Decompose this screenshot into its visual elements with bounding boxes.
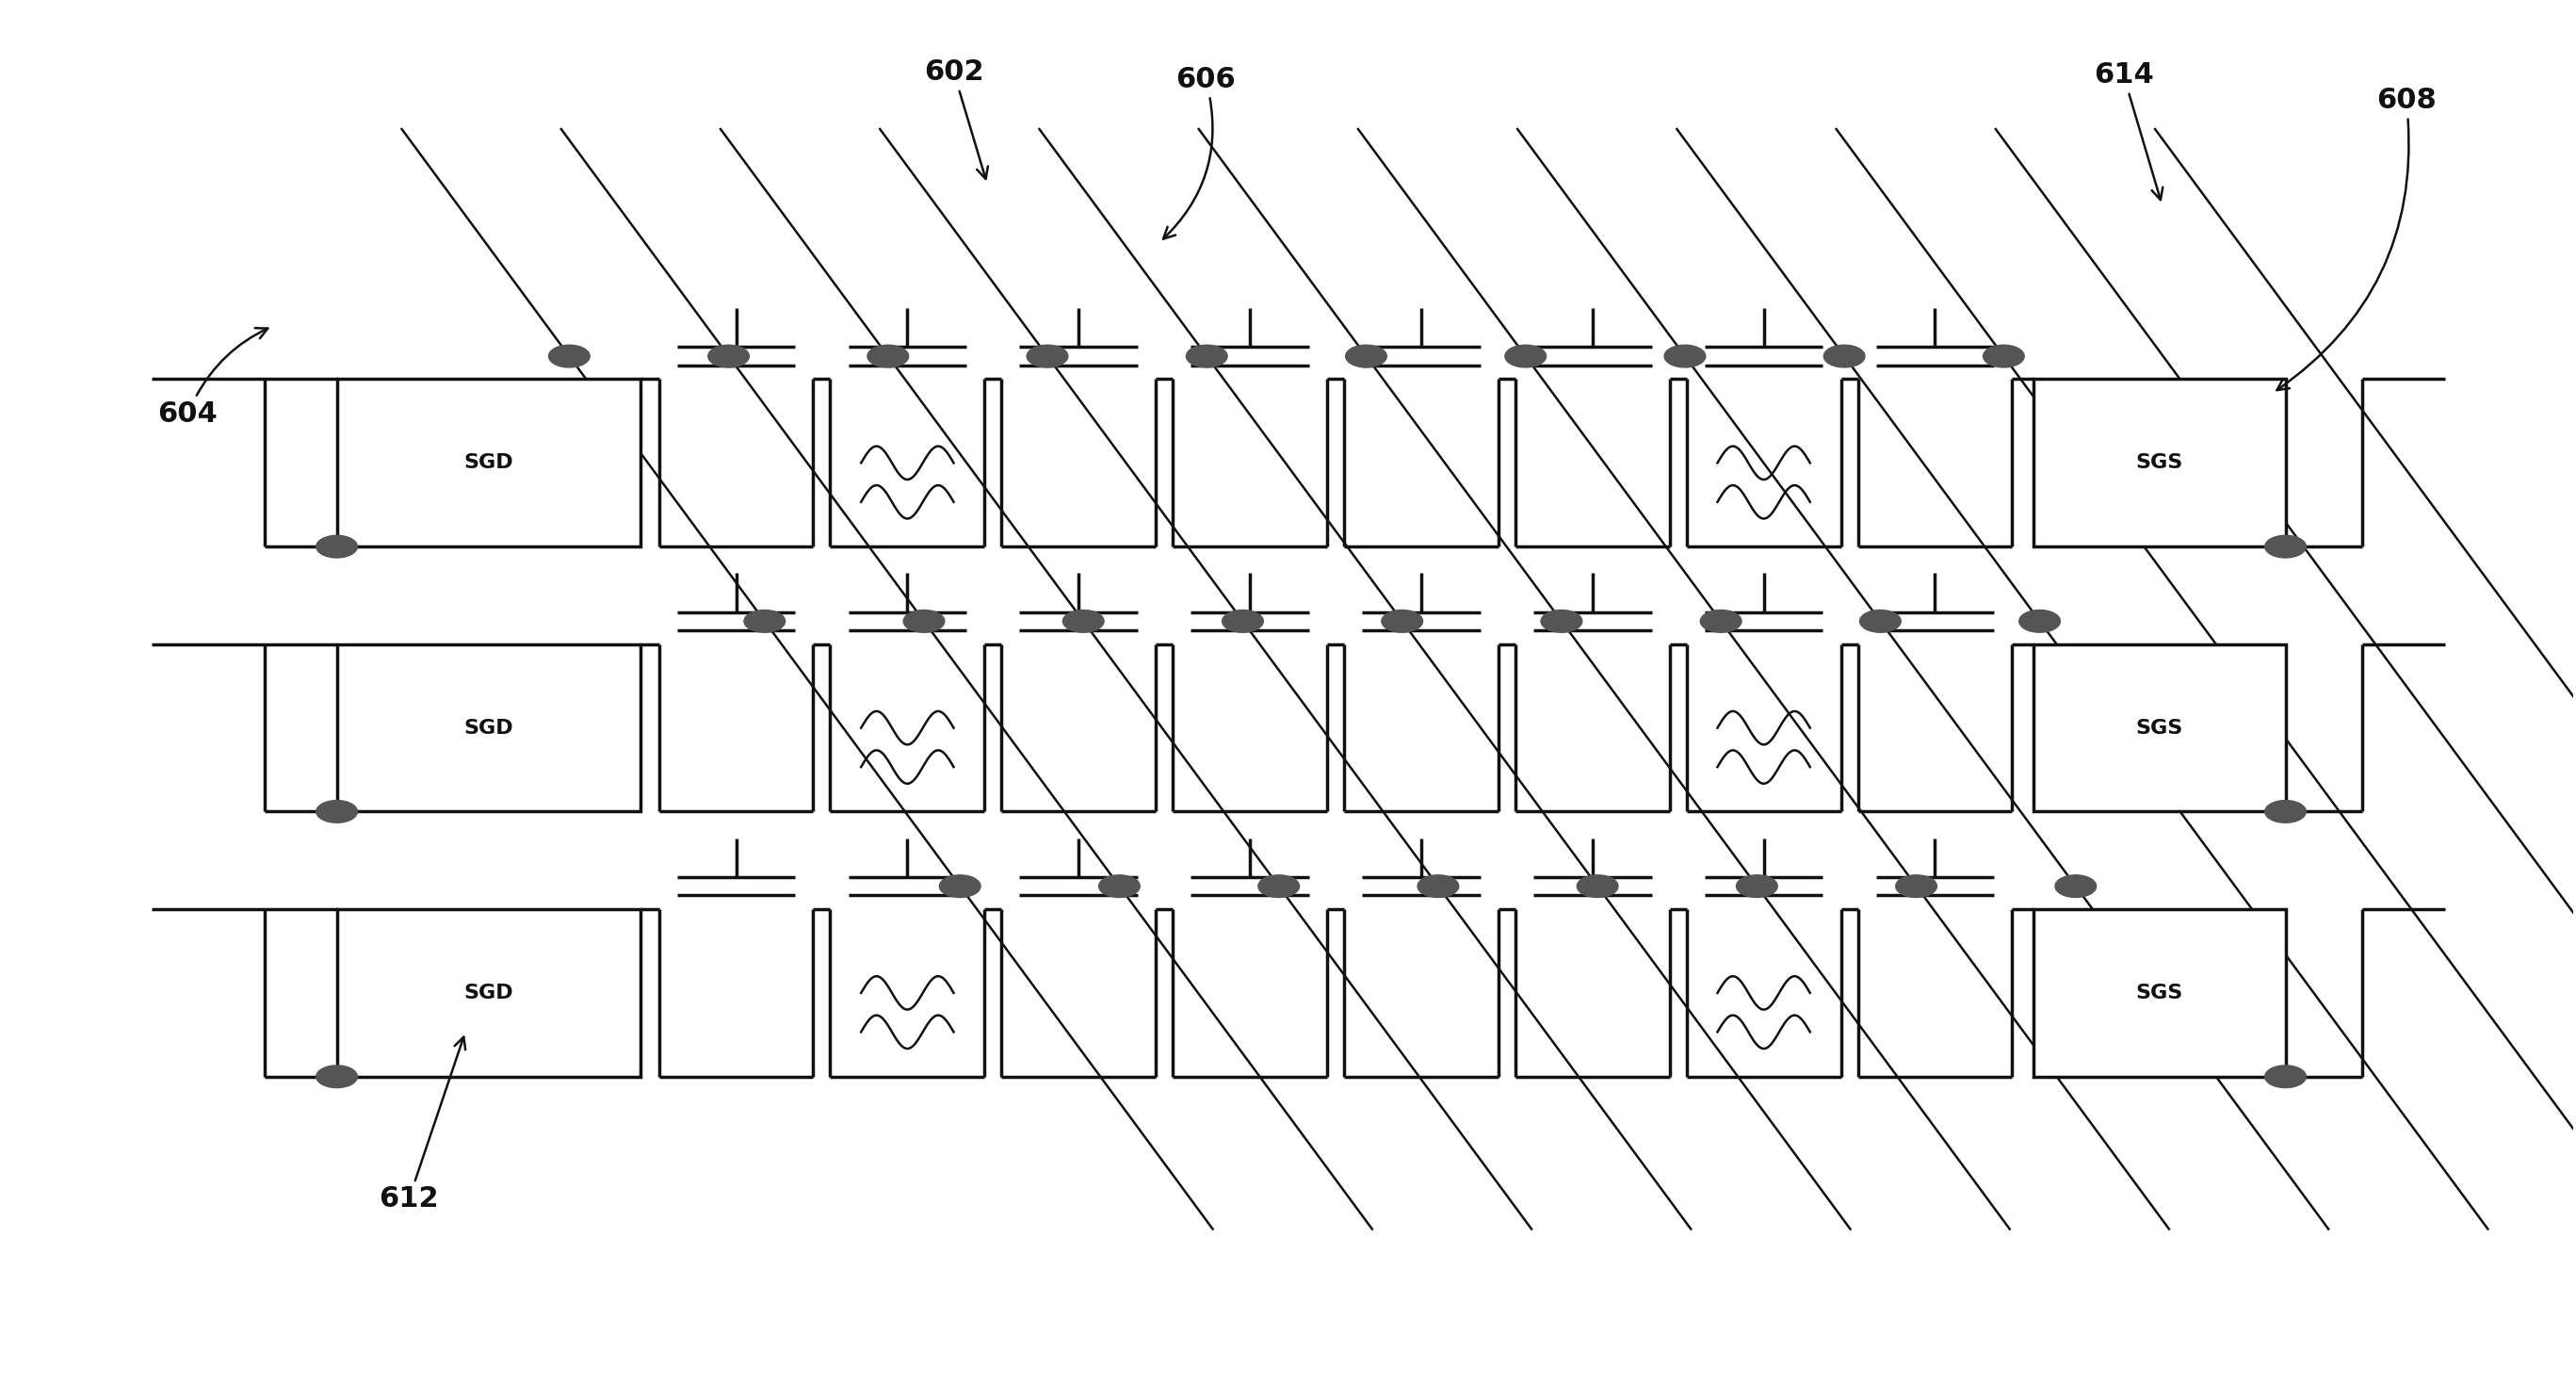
Circle shape xyxy=(317,801,358,823)
Circle shape xyxy=(317,535,358,557)
Circle shape xyxy=(1860,610,1901,633)
Circle shape xyxy=(1028,344,1069,367)
Bar xyxy=(2032,644,2285,812)
Circle shape xyxy=(904,610,945,633)
Bar xyxy=(337,379,641,546)
Circle shape xyxy=(1064,610,1105,633)
Text: 612: 612 xyxy=(379,1037,466,1212)
Text: 604: 604 xyxy=(157,328,268,428)
Circle shape xyxy=(2264,535,2306,557)
Circle shape xyxy=(1984,344,2025,367)
Circle shape xyxy=(1185,344,1226,367)
Circle shape xyxy=(868,344,909,367)
Circle shape xyxy=(1417,875,1458,897)
Text: 608: 608 xyxy=(2277,87,2437,391)
Circle shape xyxy=(1381,610,1422,633)
Text: SGS: SGS xyxy=(2136,983,2182,1002)
Text: SGD: SGD xyxy=(464,718,513,738)
Bar xyxy=(2032,379,2285,546)
Bar xyxy=(337,909,641,1077)
Circle shape xyxy=(1100,875,1141,897)
Circle shape xyxy=(1664,344,1705,367)
Circle shape xyxy=(744,610,786,633)
Circle shape xyxy=(2264,801,2306,823)
Circle shape xyxy=(940,875,981,897)
Circle shape xyxy=(317,1065,358,1088)
Text: SGD: SGD xyxy=(464,454,513,472)
Circle shape xyxy=(1221,610,1262,633)
Circle shape xyxy=(1700,610,1741,633)
Bar xyxy=(337,644,641,812)
Text: 602: 602 xyxy=(925,59,989,179)
Circle shape xyxy=(2264,1065,2306,1088)
Circle shape xyxy=(1257,875,1298,897)
Text: 614: 614 xyxy=(2094,62,2164,200)
Circle shape xyxy=(1577,875,1618,897)
Circle shape xyxy=(1540,610,1582,633)
Circle shape xyxy=(1504,344,1546,367)
Circle shape xyxy=(1736,875,1777,897)
Circle shape xyxy=(708,344,750,367)
Text: 606: 606 xyxy=(1164,66,1236,239)
Text: SGD: SGD xyxy=(464,983,513,1002)
Text: SGS: SGS xyxy=(2136,454,2182,472)
Circle shape xyxy=(1896,875,1937,897)
Circle shape xyxy=(2020,610,2061,633)
Circle shape xyxy=(1345,344,1386,367)
Text: SGS: SGS xyxy=(2136,718,2182,738)
Circle shape xyxy=(1824,344,1865,367)
Circle shape xyxy=(2056,875,2097,897)
Bar xyxy=(2032,909,2285,1077)
Circle shape xyxy=(549,344,590,367)
